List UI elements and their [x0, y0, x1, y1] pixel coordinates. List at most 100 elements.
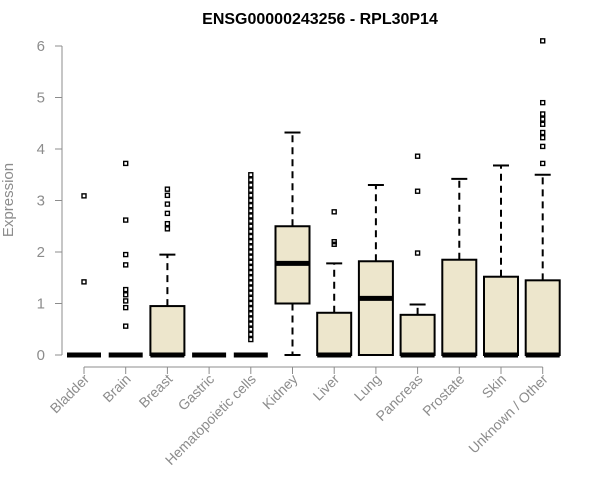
outlier-point	[248, 202, 254, 209]
box-10	[441, 177, 478, 358]
iqr-box	[441, 258, 478, 357]
x-tick-label: Lung	[351, 371, 384, 404]
box-12	[524, 38, 561, 358]
box-7	[316, 209, 353, 358]
outlier-point	[164, 201, 171, 207]
outlier-point	[540, 111, 546, 117]
outlier-point	[248, 331, 254, 338]
outlier-point	[248, 300, 254, 307]
outlier-point	[540, 143, 546, 150]
iqr-box	[149, 305, 186, 357]
outlier-point	[540, 160, 546, 167]
outlier-point	[164, 210, 171, 217]
outlier-point	[248, 275, 254, 281]
outlier-point	[248, 177, 254, 183]
outlier-point	[248, 259, 254, 265]
outlier-point	[540, 129, 546, 136]
outlier-point	[248, 316, 254, 322]
outlier-point	[248, 182, 254, 188]
iqr-box	[399, 313, 436, 356]
outlier-point	[414, 153, 421, 159]
outlier-point	[248, 264, 254, 271]
box-5	[233, 172, 268, 358]
y-axis-label: Expression	[0, 163, 17, 237]
outlier-point	[248, 285, 254, 291]
iqr-box	[316, 311, 353, 356]
outlier-point	[248, 187, 254, 193]
outlier-point	[164, 192, 171, 199]
x-tick-label: Skin	[479, 371, 510, 402]
outlier-point	[248, 197, 254, 204]
outlier-point	[414, 250, 421, 256]
y-tick-label: 4	[37, 141, 45, 158]
outlier-point	[540, 116, 546, 122]
x-tick-label: Kidney	[259, 371, 301, 413]
outlier-point	[540, 38, 546, 44]
outlier-point	[248, 249, 254, 255]
outlier-point	[248, 321, 254, 327]
outlier-point	[122, 323, 129, 329]
outlier-point	[122, 262, 129, 268]
outlier-point	[248, 280, 254, 286]
outlier-point	[248, 223, 254, 229]
x-tick-label: Unknown / Other	[465, 371, 551, 457]
box-8	[357, 184, 394, 356]
outlier-point	[248, 336, 254, 343]
outlier-point	[164, 220, 171, 227]
outlier-point	[248, 311, 254, 317]
x-tick-label: Brain	[99, 371, 133, 405]
outlier-point	[248, 218, 254, 224]
box-1	[67, 193, 101, 358]
y-tick-label: 1	[37, 296, 45, 313]
chart-title: ENSG00000243256 - RPL30P14	[202, 11, 438, 28]
outlier-point	[248, 192, 254, 199]
x-tick-label: Breast	[136, 371, 176, 411]
outlier-point	[248, 254, 254, 260]
outlier-point	[122, 298, 129, 304]
outlier-point	[540, 99, 546, 106]
outlier-point	[248, 326, 254, 332]
outlier-point	[331, 209, 337, 215]
outlier-point	[122, 304, 129, 311]
outlier-point	[331, 238, 337, 245]
outlier-point	[248, 228, 254, 235]
outlier-point	[248, 233, 254, 240]
x-tick-label: Bladder	[47, 371, 93, 417]
x-tick-label: Liver	[310, 371, 343, 404]
iqr-box	[524, 279, 561, 357]
y-tick-label: 2	[37, 244, 45, 261]
outlier-point	[248, 213, 254, 219]
outlier-point	[81, 279, 87, 285]
box-2	[108, 160, 143, 358]
outlier-point	[248, 244, 254, 250]
outlier-point	[122, 160, 129, 167]
outlier-point	[248, 208, 254, 214]
outlier-point	[248, 305, 254, 312]
outlier-point	[122, 217, 129, 223]
y-tick-label: 6	[37, 38, 45, 55]
outlier-point	[540, 121, 546, 127]
outlier-point	[414, 188, 421, 194]
outlier-point	[248, 269, 254, 276]
outlier-point	[81, 193, 87, 199]
outlier-point	[122, 292, 129, 298]
outlier-point	[164, 226, 171, 232]
outlier-point	[540, 134, 546, 141]
iqr-box	[483, 275, 519, 356]
box-9	[399, 153, 436, 358]
y-tick-label: 3	[37, 193, 45, 210]
outlier-point	[248, 295, 254, 302]
iqr-box	[357, 260, 394, 356]
y-tick-label: 5	[37, 90, 45, 107]
outlier-point	[248, 290, 254, 296]
y-axis: 0 1 2 3 4 5 6	[37, 38, 63, 364]
y-tick-label: 0	[37, 347, 45, 364]
outlier-point	[164, 186, 171, 192]
box-3	[149, 186, 186, 358]
box-11	[483, 164, 519, 358]
box-6	[274, 131, 311, 356]
box-group	[67, 38, 561, 358]
outlier-point	[122, 286, 129, 293]
